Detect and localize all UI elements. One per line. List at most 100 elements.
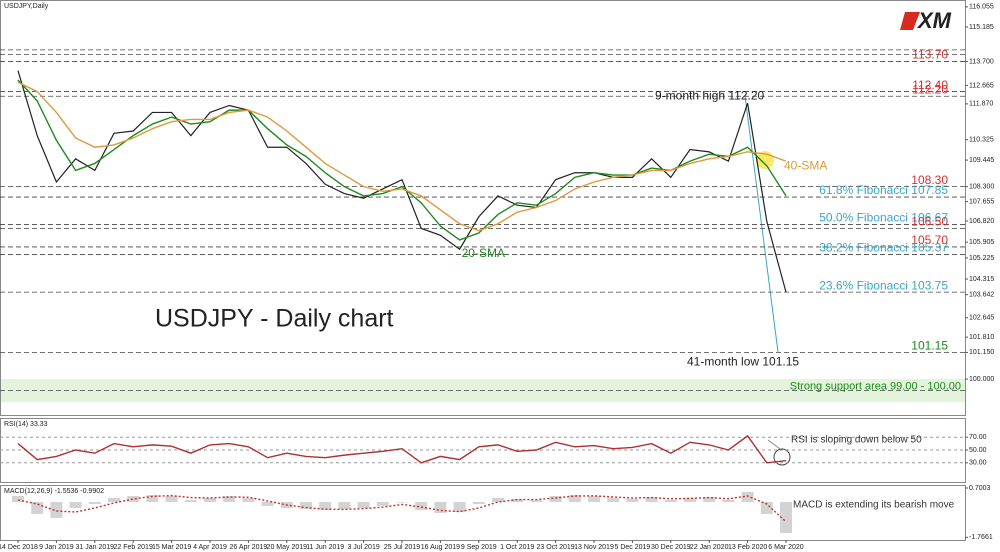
histogram-bar [453,502,466,512]
histogram-bar [242,498,255,502]
y-tick-label: 109.445 [969,157,994,164]
fib-diagonal [744,95,779,353]
y-tick-label: 0.7003 [969,485,991,492]
histogram-bar [722,500,735,502]
y-tick-label: -1.7661 [969,534,993,541]
histogram-bar [415,502,428,510]
x-tick-label: 3 Jul 2019 [347,544,379,551]
histogram-bar [165,496,178,502]
series-line [17,81,787,232]
histogram-bar [607,498,620,502]
histogram-bar [396,502,408,503]
x-tick-label: 1 Oct 2019 [500,544,534,551]
x-tick-label: 5 Dec 2019 [614,544,650,551]
histogram-bar [376,502,389,506]
histogram-bar [760,502,773,514]
y-tick-label: 115.185 [969,24,994,31]
x-tick-label: 15 Mar 2019 [152,544,191,551]
rsi-pointer [767,439,781,450]
histogram-bar [472,502,485,504]
chart-title: USDJPY,Daily [4,3,49,10]
level-label: 112.40 [912,78,948,92]
x-tick-label: 13 Feb 2020 [728,544,767,551]
y-tick-label: 113.700 [969,58,994,65]
x-tick-label: 9 Jan 2019 [39,544,74,551]
series-line [17,70,787,293]
panel-frame [0,485,966,541]
panel-note: RSI is sloping down below 50 [791,435,922,446]
histogram-bar [108,498,120,502]
panel-title: MACD(12,26,9) -1.5536 -0.9902 [4,488,104,495]
y-tick-label: 100.000 [969,376,994,383]
histogram-bar [549,496,562,502]
series-label: 40-SMA [784,158,827,172]
histogram-bar [146,495,159,502]
level-label: 23.6% Fibonacci 103.75 [819,278,948,292]
histogram-bar [568,495,581,502]
x-tick-label: 20 May 2019 [267,544,308,551]
x-tick-label: 11 Jun 2019 [306,544,344,551]
x-tick-label: 25 Jul 2019 [384,544,420,551]
y-tick-label: 111.870 [969,101,993,108]
y-tick-label: 102.645 [969,315,994,322]
histogram-bar [645,497,658,502]
x-tick-label: 6 Mar 2020 [768,544,804,551]
histogram-bar [434,502,447,513]
annotation: 41-month low 101.15 [687,355,799,369]
x-tick-label: 9 Sep 2019 [461,544,497,551]
histogram-bar [319,502,332,510]
x-tick-label: 13 Nov 2019 [574,544,614,551]
level-label: 112.20 [912,82,948,96]
annotation: 9-month high 112.20 [655,88,765,102]
x-tick-label: 22 Feb 2019 [114,544,153,551]
y-tick-label: 107.655 [969,198,994,205]
x-tick-label: 22 Jan 2020 [690,544,729,551]
signal-line [17,494,787,523]
histogram-bar [780,502,792,534]
series-line [17,434,787,464]
histogram-bar [664,500,677,502]
histogram-bar [511,499,524,502]
x-tick-label: 14 Dec 2018 [0,544,38,551]
level-label: 61.8% Fibonacci 107.85 [819,183,948,197]
level-label: 108.30 [911,173,948,187]
histogram-bar [127,496,140,502]
series-line [17,79,787,241]
histogram-bar [204,498,216,502]
histogram-bar [626,499,639,502]
panel-note: MACD is extending its bearish move [793,500,955,511]
histogram-bar [741,492,754,502]
histogram-bar [357,502,370,508]
support-label: Strong support area 99.00 - 100.00 [790,381,961,393]
logo-mark [900,12,920,30]
level-label: 106.50 [911,215,948,229]
chart-subtitle: USDJPY - Daily chart [155,305,394,333]
histogram-bar [69,502,82,508]
y-tick-label: 103.642 [969,291,994,298]
y-tick-label: 50.00 [969,447,987,454]
level-label: 105.70 [911,233,948,247]
y-tick-label: 105.225 [969,255,994,262]
histogram-bar [703,497,716,502]
histogram-bar [184,500,197,502]
y-tick-label: 101.810 [969,334,994,341]
rsi-highlight [773,448,791,466]
histogram-bar [50,502,63,518]
y-tick-label: 101.150 [969,349,994,356]
y-tick-label: 116.055 [969,4,994,11]
series-label: 20-SMA [462,246,505,260]
y-tick-label: 108.300 [969,183,994,190]
histogram-bar [223,496,236,502]
x-tick-label: 26 Apr 2019 [230,544,268,551]
panel-title: RSI(14) 33.33 [4,421,48,428]
histogram-bar [31,502,44,514]
y-tick-label: 70.00 [969,434,987,441]
histogram-bar [88,502,101,504]
y-tick-label: 30.00 [969,460,987,467]
level-label: 38.2% Fibonacci 105.37 [819,241,948,255]
x-tick-label: 4 Apr 2019 [193,544,227,551]
histogram-bar [684,498,696,502]
